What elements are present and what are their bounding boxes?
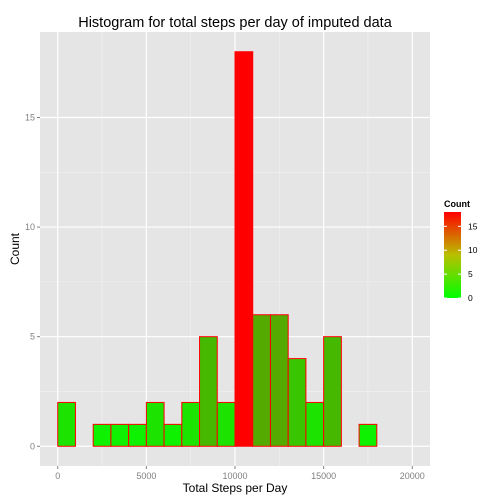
legend-ticks: 15 10 5 0 [444,221,478,303]
histogram-bar [128,423,147,447]
x-tick-label: 10000 [222,471,247,481]
histogram-bar [57,401,76,447]
histogram-bar [163,423,183,447]
histogram-bar [269,314,289,447]
legend-label: 10 [468,245,478,255]
x-tick-label: 5000 [136,471,156,481]
legend-label: 15 [468,221,478,231]
legend: Count 15 10 5 0 [444,199,478,303]
legend-label: 0 [468,293,473,303]
x-tick-label: 0 [55,471,60,481]
y-tick-label: 10 [25,222,35,232]
y-tick-label: 0 [30,441,35,451]
histogram-bar [252,314,271,447]
x-tick-label: 20000 [400,471,425,481]
y-axis-title: Count [8,232,22,265]
y-tick-label: 15 [25,112,35,122]
histogram-bar [110,423,130,447]
histogram-bar [216,401,236,447]
histogram-bar [287,358,307,447]
legend-colorbar [444,212,461,298]
histogram-bars [57,51,378,447]
x-tick-label: 15000 [311,471,336,481]
histogram-bar [199,336,218,447]
legend-label: 5 [468,269,473,279]
histogram-bar [358,423,378,447]
chart-title: Histogram for total steps per day of imp… [78,15,392,31]
y-axis: 0 5 10 15 [25,112,40,451]
histogram-bar [145,401,165,447]
histogram-bar [234,51,254,447]
histogram-bar [305,401,325,447]
legend-title: Count [444,199,470,209]
histogram-bar [181,401,201,447]
histogram-bar [323,336,342,447]
x-axis: 0 5000 10000 15000 20000 [55,466,425,481]
x-axis-title: Total Steps per Day [183,481,288,495]
histogram-bar [92,423,112,447]
y-tick-label: 5 [30,332,35,342]
